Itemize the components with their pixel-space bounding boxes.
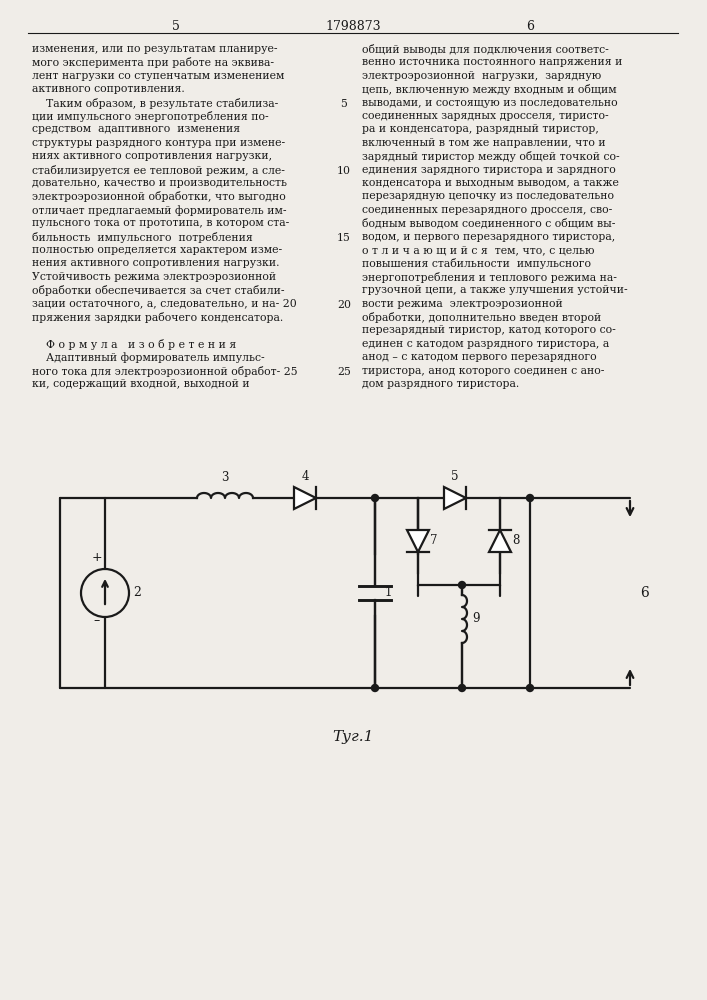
Text: тиристора, анод которого соединен с ано-: тиристора, анод которого соединен с ано- [362, 366, 604, 376]
Text: включенный в том же направлении, что и: включенный в том же направлении, что и [362, 138, 606, 148]
Text: лент нагрузки со ступенчатым изменением: лент нагрузки со ступенчатым изменением [32, 71, 284, 81]
Circle shape [527, 494, 534, 502]
Text: Устойчивость режима электроэрозионной: Устойчивость режима электроэрозионной [32, 272, 276, 282]
Text: зарядный тиристор между общей точкой со-: зарядный тиристор между общей точкой со- [362, 151, 619, 162]
Text: бильность  импульсного  потребления: бильность импульсного потребления [32, 232, 252, 243]
Text: ниях активного сопротивления нагрузки,: ниях активного сопротивления нагрузки, [32, 151, 272, 161]
Text: 5: 5 [451, 470, 459, 483]
Text: стабилизируется ее тепловой режим, а сле-: стабилизируется ее тепловой режим, а сле… [32, 165, 285, 176]
Text: пульсного тока от прототипа, в котором ста-: пульсного тока от прототипа, в котором с… [32, 218, 289, 228]
Text: 20: 20 [337, 300, 351, 310]
Circle shape [371, 494, 378, 502]
Text: 1798873: 1798873 [325, 20, 381, 33]
Text: 6: 6 [640, 586, 649, 600]
Text: 4: 4 [301, 470, 309, 483]
Text: о т л и ч а ю щ и й с я  тем, что, с целью: о т л и ч а ю щ и й с я тем, что, с цель… [362, 245, 595, 255]
Text: обработки, дополнительно введен второй: обработки, дополнительно введен второй [362, 312, 601, 323]
Text: отличает предлагаемый формирователь им-: отличает предлагаемый формирователь им- [32, 205, 286, 216]
Text: венно источника постоянного напряжения и: венно источника постоянного напряжения и [362, 57, 622, 67]
Circle shape [459, 684, 465, 692]
Text: анод – с катодом первого перезарядного: анод – с катодом первого перезарядного [362, 352, 597, 362]
Text: структуры разрядного контура при измене-: структуры разрядного контура при измене- [32, 138, 285, 148]
Text: повышения стабильности  импульсного: повышения стабильности импульсного [362, 258, 591, 269]
Text: соединенных перезарядного дросселя, сво-: соединенных перезарядного дросселя, сво- [362, 205, 612, 215]
Text: довательно, качество и производительность: довательно, качество и производительност… [32, 178, 287, 188]
Text: электроэрозионной  нагрузки,  зарядную: электроэрозионной нагрузки, зарядную [362, 71, 601, 81]
Text: обработки обеспечивается за счет стабили-: обработки обеспечивается за счет стабили… [32, 285, 284, 296]
Text: активного сопротивления.: активного сопротивления. [32, 84, 185, 94]
Text: +: + [92, 551, 103, 564]
Text: Ф о р м у л а   и з о б р е т е н и я: Ф о р м у л а и з о б р е т е н и я [32, 339, 236, 350]
Text: 6: 6 [526, 20, 534, 33]
Circle shape [527, 684, 534, 692]
Text: 10: 10 [337, 166, 351, 176]
Text: общий выводы для подключения соответс-: общий выводы для подключения соответс- [362, 44, 609, 55]
Text: ции импульсного энергопотребления по-: ции импульсного энергопотребления по- [32, 111, 269, 122]
Text: ного тока для электроэрозионной обработ- 25: ного тока для электроэрозионной обработ-… [32, 366, 298, 377]
Text: 5: 5 [341, 99, 347, 109]
Polygon shape [294, 487, 316, 509]
Text: ки, содержащий входной, выходной и: ки, содержащий входной, выходной и [32, 379, 250, 389]
Text: Таким образом, в результате стабилиза-: Таким образом, в результате стабилиза- [32, 98, 279, 109]
Text: бодным выводом соединенного с общим вы-: бодным выводом соединенного с общим вы- [362, 218, 615, 229]
Text: Адаптивный формирователь импульс-: Адаптивный формирователь импульс- [32, 352, 264, 363]
Text: соединенных зарядных дросселя, тиристо-: соединенных зарядных дросселя, тиристо- [362, 111, 609, 121]
Polygon shape [407, 530, 429, 552]
Text: 3: 3 [221, 471, 229, 484]
Text: 1: 1 [385, 586, 392, 599]
Text: энергопотребления и теплового режима на-: энергопотребления и теплового режима на- [362, 272, 617, 283]
Text: 7: 7 [430, 534, 438, 548]
Text: выводами, и состоящую из последовательно: выводами, и состоящую из последовательно [362, 98, 618, 108]
Text: 5: 5 [172, 20, 180, 33]
Text: грузочной цепи, а также улучшения устойчи-: грузочной цепи, а также улучшения устойч… [362, 285, 628, 295]
Text: –: – [94, 614, 100, 627]
Text: пряжения зарядки рабочего конденсатора.: пряжения зарядки рабочего конденсатора. [32, 312, 284, 323]
Polygon shape [489, 530, 511, 552]
Text: 15: 15 [337, 233, 351, 243]
Text: полностью определяется характером изме-: полностью определяется характером изме- [32, 245, 282, 255]
Text: дом разрядного тиристора.: дом разрядного тиристора. [362, 379, 519, 389]
Polygon shape [444, 487, 466, 509]
Text: мого эксперимента при работе на эквива-: мого эксперимента при работе на эквива- [32, 57, 274, 68]
Text: электроэрозионной обработки, что выгодно: электроэрозионной обработки, что выгодно [32, 191, 286, 202]
Circle shape [371, 684, 378, 692]
Text: ра и конденсатора, разрядный тиристор,: ра и конденсатора, разрядный тиристор, [362, 124, 599, 134]
Circle shape [459, 582, 465, 588]
Text: единения зарядного тиристора и зарядного: единения зарядного тиристора и зарядного [362, 165, 616, 175]
Text: водом, и первого перезарядного тиристора,: водом, и первого перезарядного тиристора… [362, 232, 615, 242]
Text: 9: 9 [472, 612, 479, 626]
Text: вости режима  электроэрозионной: вости режима электроэрозионной [362, 299, 563, 309]
Text: перезарядный тиристор, катод которого со-: перезарядный тиристор, катод которого со… [362, 325, 616, 335]
Text: изменения, или по результатам планируе-: изменения, или по результатам планируе- [32, 44, 278, 54]
Text: средством  адаптивного  изменения: средством адаптивного изменения [32, 124, 240, 134]
Text: 2: 2 [133, 586, 141, 599]
Text: цепь, включенную между входным и общим: цепь, включенную между входным и общим [362, 84, 617, 95]
Text: перезарядную цепочку из последовательно: перезарядную цепочку из последовательно [362, 191, 614, 201]
Text: единен с катодом разрядного тиристора, а: единен с катодом разрядного тиристора, а [362, 339, 609, 349]
Text: Τуг.1: Τуг.1 [332, 730, 374, 744]
Text: конденсатора и выходным выводом, а также: конденсатора и выходным выводом, а также [362, 178, 619, 188]
Text: 8: 8 [512, 534, 520, 548]
Text: 25: 25 [337, 367, 351, 377]
Text: зации остаточного, а, следовательно, и на- 20: зации остаточного, а, следовательно, и н… [32, 299, 297, 309]
Text: нения активного сопротивления нагрузки.: нения активного сопротивления нагрузки. [32, 258, 279, 268]
